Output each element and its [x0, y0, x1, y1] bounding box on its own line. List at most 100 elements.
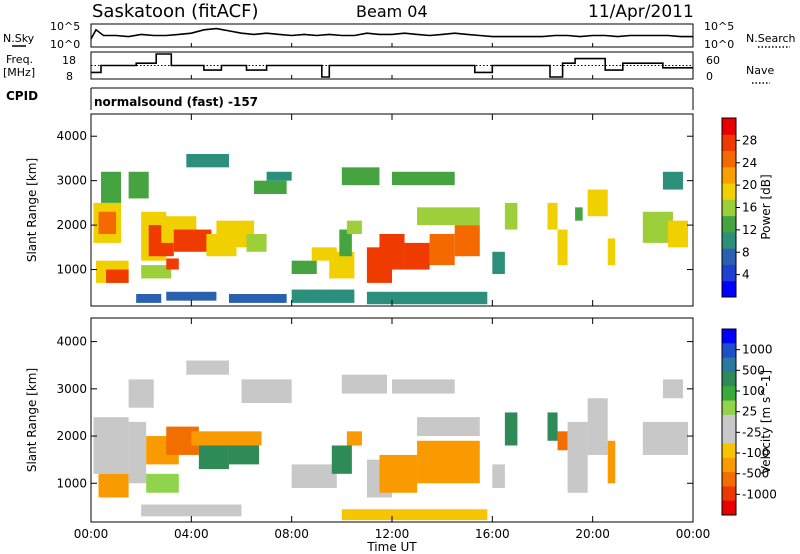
power-cells — [93, 154, 688, 305]
velocity-colorbar: 1000 500 100 25 -25 -100 -500 -1000 Velocity [m… — [721, 328, 777, 516]
colorbar-swatch — [722, 264, 736, 282]
power-cell — [429, 234, 455, 266]
power-y-ticks: 1000 2000 3000 4000 — [56, 129, 693, 277]
velocity-cell — [417, 440, 480, 484]
colorbar-tick-label: 25 — [742, 405, 757, 419]
x-tick-label: 20:00 — [575, 527, 610, 541]
nave-tick-top: 60 — [706, 54, 720, 67]
power-cell — [166, 291, 217, 301]
colorbar-tick-label: 8 — [742, 245, 750, 259]
x-tick-label: 16:00 — [475, 527, 510, 541]
velocity-cell — [379, 454, 418, 493]
y-tick-label: 3000 — [56, 382, 87, 396]
velocity-cell — [191, 431, 262, 446]
colorbar-swatch — [722, 118, 736, 135]
colorbar-tick-label: 16 — [742, 201, 757, 215]
velocity-cell — [128, 421, 147, 484]
colorbar-swatch — [722, 429, 736, 444]
power-cell — [642, 211, 673, 243]
power-colorbar: 4 8 12 16 20 24 28 Power [dB] — [721, 117, 773, 298]
colorbar-swatch — [722, 400, 736, 416]
x-tick-label: 08:00 — [274, 527, 309, 541]
velocity-cell — [392, 379, 455, 394]
velocity-colorbar-label: Velocity [m s^-1] — [759, 370, 773, 474]
velocity-colorbar-ticks: 1000 500 100 25 -25 -100 -500 -1000 — [736, 343, 777, 501]
colorbar-tick-label: 1000 — [742, 343, 773, 357]
colorbar-tick-label: 20 — [742, 178, 757, 192]
freq-strip: Freq. [MHz] 18 8 60 0 Nave — [3, 51, 774, 84]
power-cell — [341, 167, 380, 186]
colorbar-swatch — [722, 199, 736, 217]
velocity-ylabel: Slant Range [km] — [25, 368, 39, 472]
power-cell — [339, 229, 352, 257]
date-title: 11/Apr/2011 — [588, 2, 694, 22]
power-cell — [291, 260, 317, 274]
power-panel: 1000 2000 3000 4000 Slant Range [km] — [25, 113, 694, 307]
n-search-tick-bottom: 10^0 — [704, 38, 734, 51]
y-tick-label: 2000 — [56, 429, 87, 443]
power-cell — [266, 171, 292, 181]
velocity-cell — [186, 360, 229, 375]
velocity-colorbar-frame — [721, 328, 737, 516]
colorbar-tick-label: -25 — [742, 425, 762, 439]
power-cell — [166, 258, 179, 270]
colorbar-tick-label: 4 — [742, 268, 750, 282]
n-sky-strip: N.Sky 10^5 10^0 10^5 10^0 N.Search — [3, 20, 796, 51]
cpid-value: normalsound (fast) -157 — [94, 95, 258, 109]
power-cell — [186, 154, 229, 168]
power-cell — [587, 189, 608, 217]
n-sky-series — [90, 27, 693, 40]
freq-tick-top: 18 — [62, 54, 76, 67]
nave-label: Nave — [746, 64, 774, 77]
velocity-cells — [93, 360, 688, 521]
y-tick-label: 1000 — [56, 263, 87, 277]
power-cell — [667, 220, 688, 248]
velocity-cell — [642, 421, 688, 455]
power-cell — [557, 229, 568, 266]
colorbar-swatch — [722, 443, 736, 459]
power-ylabel: Slant Range [km] — [25, 158, 39, 262]
velocity-cell — [93, 417, 129, 474]
power-cell — [173, 229, 212, 252]
colorbar-swatch — [722, 343, 736, 359]
colorbar-swatch — [722, 371, 736, 387]
colorbar-tick-label: -100 — [742, 446, 769, 460]
beam-title: Beam 04 — [356, 2, 428, 21]
y-tick-label: 3000 — [56, 174, 87, 188]
colorbar-swatch — [722, 183, 736, 200]
colorbar-swatch — [722, 486, 736, 502]
velocity-panel: 1000 2000 3000 4000 00:00 04:00 08:00 12:00 16:… — [25, 43, 710, 554]
power-cell — [346, 220, 362, 234]
x-tick-label: 12:00 — [375, 527, 410, 541]
n-sky-tick-top: 10^5 — [50, 20, 80, 33]
power-cell — [98, 211, 117, 234]
power-cell — [136, 294, 162, 303]
x-tick-label: 00:00 — [676, 527, 711, 541]
colorbar-tick-label: 24 — [742, 156, 757, 170]
power-cell — [106, 269, 129, 283]
velocity-cell — [607, 440, 616, 484]
colorbar-swatch — [722, 248, 736, 265]
colorbar-tick-label: -500 — [742, 467, 769, 481]
velocity-cell — [128, 379, 154, 408]
power-colorbar-ticks: 4 8 12 16 20 24 28 — [736, 133, 757, 282]
n-sky-label: N.Sky — [3, 32, 35, 45]
power-cell — [575, 207, 583, 221]
power-cell — [454, 225, 480, 257]
time-x-ticks: 00:00 04:00 08:00 12:00 16:00 20:00 00:00 — [74, 43, 711, 541]
velocity-cell — [587, 398, 608, 455]
power-cell — [291, 289, 355, 303]
velocity-colorbar-cells — [722, 329, 736, 516]
power-cell — [392, 171, 455, 186]
freq-series — [91, 53, 693, 78]
velocity-cell — [331, 445, 352, 474]
colorbar-swatch — [722, 280, 736, 298]
colorbar-swatch — [722, 500, 736, 516]
power-cell — [504, 202, 518, 230]
colorbar-tick-label: -1000 — [742, 487, 777, 501]
velocity-cell — [417, 417, 480, 437]
power-cell — [417, 207, 480, 226]
n-sky-tick-bottom: 10^0 — [50, 38, 80, 51]
freq-tick-bottom: 8 — [66, 70, 73, 83]
